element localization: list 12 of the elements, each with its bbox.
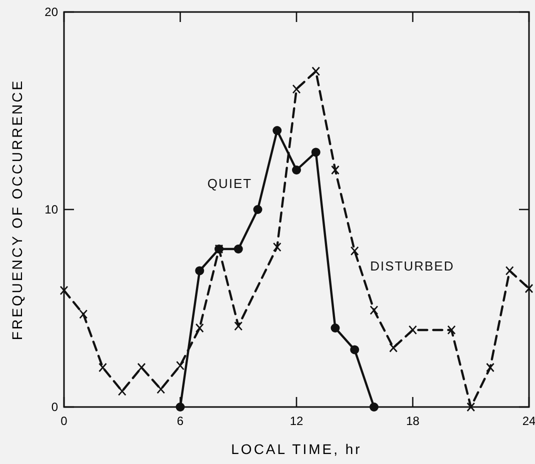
x-tick-label: 0 — [60, 414, 68, 428]
x-axis-title: LOCAL TIME, hr — [231, 441, 362, 457]
y-axis-title: FREQUENCY OF OCCURRENCE — [9, 78, 25, 340]
x-tick-label: 24 — [522, 414, 535, 428]
x-tick-label: 18 — [406, 414, 420, 428]
series-label: QUIET — [207, 176, 252, 191]
y-tick-label: 0 — [51, 400, 58, 414]
x-tick-label: 6 — [176, 414, 184, 428]
series-label: DISTURBED — [370, 258, 454, 274]
y-tick-label: 10 — [44, 202, 58, 216]
x-tick-label: 12 — [290, 414, 304, 428]
y-tick-label: 20 — [44, 5, 58, 19]
